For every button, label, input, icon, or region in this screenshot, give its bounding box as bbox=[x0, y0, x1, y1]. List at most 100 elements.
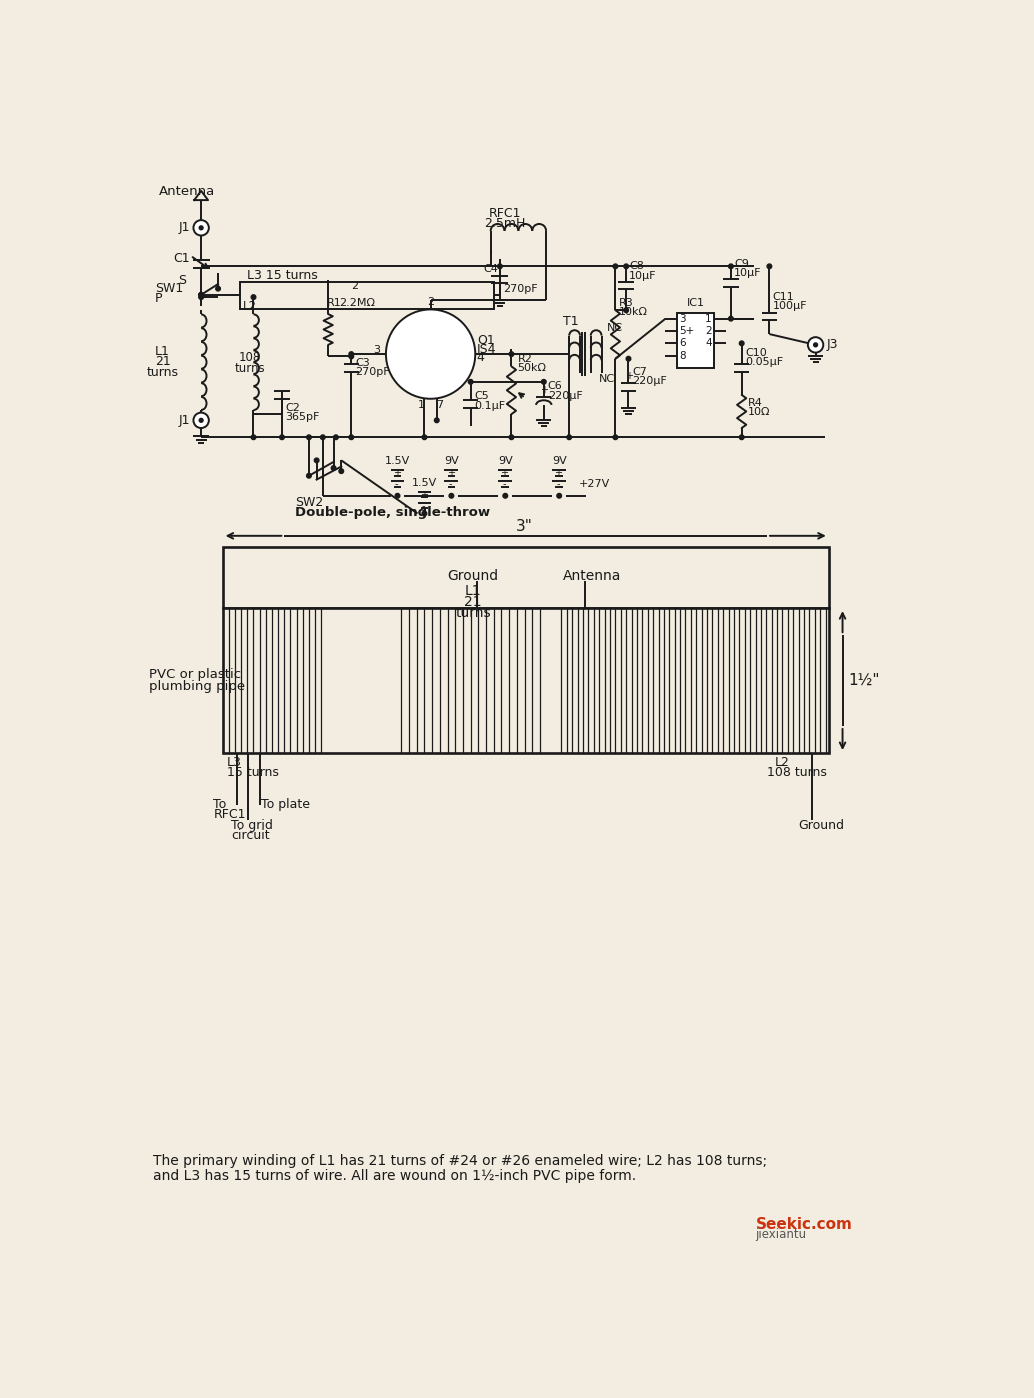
Text: 2.5mH: 2.5mH bbox=[484, 217, 525, 229]
Text: Double-pole, single-throw: Double-pole, single-throw bbox=[295, 506, 490, 519]
Circle shape bbox=[251, 435, 255, 439]
Text: plumbing pipe: plumbing pipe bbox=[149, 681, 245, 693]
Text: C4: C4 bbox=[483, 264, 497, 274]
Text: R1: R1 bbox=[327, 298, 341, 308]
Text: RFC1: RFC1 bbox=[213, 808, 246, 821]
Circle shape bbox=[279, 435, 284, 439]
Text: P: P bbox=[155, 292, 162, 305]
Text: 9V: 9V bbox=[498, 456, 513, 466]
Circle shape bbox=[321, 435, 325, 439]
Text: 21: 21 bbox=[155, 355, 171, 368]
Text: -: - bbox=[395, 480, 398, 489]
Text: Ground: Ground bbox=[448, 569, 498, 583]
Text: R3: R3 bbox=[619, 298, 634, 308]
Text: 10Ω: 10Ω bbox=[748, 407, 770, 417]
Text: Seekic.com: Seekic.com bbox=[756, 1216, 852, 1232]
Text: circuit: circuit bbox=[232, 829, 270, 842]
Text: 270pF: 270pF bbox=[503, 284, 538, 295]
Text: 2.2MΩ: 2.2MΩ bbox=[339, 298, 375, 308]
Circle shape bbox=[395, 493, 400, 498]
Circle shape bbox=[199, 295, 204, 299]
Text: 6: 6 bbox=[679, 338, 686, 348]
Text: 1.5V: 1.5V bbox=[412, 478, 437, 488]
Text: Antenna: Antenna bbox=[564, 569, 621, 583]
Text: jiexiantu: jiexiantu bbox=[756, 1229, 807, 1241]
Circle shape bbox=[814, 343, 818, 347]
Circle shape bbox=[497, 264, 503, 268]
Text: -: - bbox=[422, 500, 425, 510]
Text: 4: 4 bbox=[477, 351, 485, 365]
Circle shape bbox=[613, 435, 617, 439]
Text: 4: 4 bbox=[705, 338, 711, 348]
Bar bbox=[222, 547, 828, 608]
Circle shape bbox=[348, 352, 354, 356]
Text: SW1: SW1 bbox=[155, 282, 183, 295]
Text: L3: L3 bbox=[226, 756, 241, 769]
Text: +: + bbox=[554, 468, 562, 478]
Text: Antenna: Antenna bbox=[159, 185, 215, 199]
Circle shape bbox=[503, 493, 508, 498]
Text: J3: J3 bbox=[826, 338, 838, 351]
Bar bbox=[222, 608, 828, 754]
Text: +: + bbox=[447, 468, 455, 478]
Text: 3: 3 bbox=[679, 313, 686, 324]
Text: 9V: 9V bbox=[552, 456, 567, 466]
Text: 3": 3" bbox=[516, 519, 533, 534]
Circle shape bbox=[627, 356, 631, 361]
Text: NC: NC bbox=[600, 373, 615, 383]
Text: 50kΩ: 50kΩ bbox=[518, 363, 547, 373]
Circle shape bbox=[348, 354, 354, 359]
Text: +: + bbox=[625, 370, 633, 380]
Text: -: - bbox=[556, 480, 560, 489]
Text: 220μF: 220μF bbox=[633, 376, 667, 386]
Circle shape bbox=[557, 493, 561, 498]
Circle shape bbox=[422, 512, 427, 516]
Text: +: + bbox=[500, 468, 509, 478]
Text: 108 turns: 108 turns bbox=[767, 766, 827, 779]
Circle shape bbox=[624, 308, 629, 313]
Text: RFC1: RFC1 bbox=[488, 207, 521, 221]
Circle shape bbox=[468, 379, 473, 384]
Circle shape bbox=[339, 468, 343, 474]
Circle shape bbox=[331, 466, 336, 470]
Circle shape bbox=[613, 264, 617, 268]
Text: R2: R2 bbox=[518, 354, 533, 363]
Circle shape bbox=[348, 435, 354, 439]
Text: 0.05μF: 0.05μF bbox=[746, 356, 784, 366]
Text: To grid: To grid bbox=[232, 819, 273, 832]
Text: C1: C1 bbox=[174, 252, 190, 266]
Text: L3 15 turns: L3 15 turns bbox=[247, 268, 318, 282]
Text: C10: C10 bbox=[746, 348, 767, 358]
Text: C9: C9 bbox=[734, 259, 749, 268]
Text: 10μF: 10μF bbox=[630, 271, 657, 281]
Text: NC: NC bbox=[607, 323, 624, 333]
Circle shape bbox=[193, 219, 209, 235]
Text: The primary winding of L1 has 21 turns of #24 or #26 enameled wire; L2 has 108 t: The primary winding of L1 has 21 turns o… bbox=[153, 1155, 767, 1169]
Circle shape bbox=[307, 435, 311, 439]
Text: 5+: 5+ bbox=[679, 326, 695, 336]
Text: 8: 8 bbox=[679, 351, 686, 361]
Text: C3: C3 bbox=[355, 358, 370, 368]
Circle shape bbox=[729, 316, 733, 322]
Text: R4: R4 bbox=[748, 397, 763, 408]
Text: turns: turns bbox=[455, 605, 491, 619]
Text: -: - bbox=[449, 480, 452, 489]
Circle shape bbox=[251, 295, 255, 299]
Text: 15 turns: 15 turns bbox=[226, 766, 278, 779]
Text: 270pF: 270pF bbox=[355, 366, 390, 377]
Text: C6: C6 bbox=[548, 382, 562, 391]
Text: T1: T1 bbox=[564, 316, 579, 329]
Text: C2: C2 bbox=[285, 403, 300, 412]
Text: PVC or plastic: PVC or plastic bbox=[149, 668, 241, 681]
Text: 220μF: 220μF bbox=[548, 390, 582, 401]
Text: L1: L1 bbox=[464, 584, 481, 598]
Circle shape bbox=[193, 412, 209, 428]
Text: S: S bbox=[178, 274, 186, 288]
Text: 365pF: 365pF bbox=[285, 412, 320, 422]
Circle shape bbox=[739, 435, 744, 439]
Circle shape bbox=[386, 309, 476, 398]
Text: 7: 7 bbox=[436, 400, 444, 410]
Text: and L3 has 15 turns of wire. All are wound on 1½-inch PVC pipe form.: and L3 has 15 turns of wire. All are wou… bbox=[153, 1170, 637, 1184]
Text: IS4: IS4 bbox=[477, 343, 496, 356]
Text: IC1: IC1 bbox=[687, 298, 704, 309]
